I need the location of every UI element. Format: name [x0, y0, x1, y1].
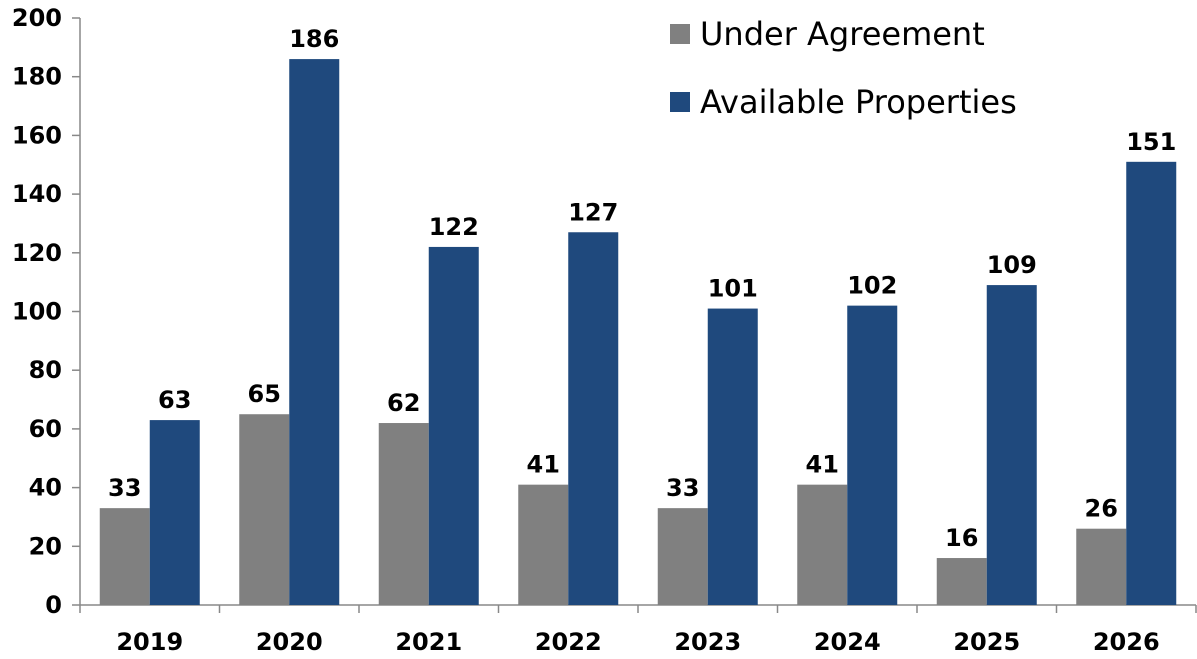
data-label: 109	[987, 251, 1037, 279]
data-label: 127	[568, 198, 618, 226]
data-label: 102	[847, 272, 897, 300]
data-label: 62	[387, 389, 420, 417]
data-label: 151	[1126, 128, 1176, 156]
bar-under-agreement	[378, 423, 429, 605]
data-label: 26	[1085, 495, 1118, 523]
y-tick-label: 0	[45, 591, 62, 619]
bar-available-properties	[1126, 161, 1177, 605]
axes: 0 20 40 60 80 100 120 140 160 180 200 2019 2020 2021 2…	[12, 4, 1197, 656]
data-label: 63	[158, 386, 191, 414]
data-label: 65	[248, 380, 281, 408]
bar-under-agreement	[657, 508, 708, 605]
bar-available-properties	[428, 246, 479, 605]
data-label: 41	[527, 451, 560, 479]
y-tick-label: 60	[29, 415, 62, 443]
y-tick-label: 40	[29, 474, 62, 502]
x-tick-label: 2020	[256, 628, 323, 656]
y-tick-label: 200	[12, 4, 62, 32]
data-label: 101	[708, 275, 758, 303]
bar-available-properties	[847, 305, 898, 605]
y-tick-label: 140	[12, 180, 62, 208]
bar-available-properties	[289, 59, 340, 605]
bar-under-agreement	[936, 558, 987, 605]
data-label: 33	[666, 474, 699, 502]
data-label: 122	[429, 213, 479, 241]
legend-swatch	[670, 24, 690, 44]
y-tick-label: 160	[12, 121, 62, 149]
bar-available-properties	[149, 420, 200, 605]
y-tick-label: 80	[29, 356, 62, 384]
data-label: 186	[289, 25, 339, 53]
x-tick-label: 2019	[116, 628, 183, 656]
bar-under-agreement	[518, 484, 569, 605]
bar-under-agreement	[239, 414, 290, 605]
x-tick-label: 2024	[814, 628, 881, 656]
data-label: 41	[806, 451, 839, 479]
bar-available-properties	[707, 308, 758, 605]
bar-available-properties	[986, 285, 1037, 605]
x-tick-label: 2026	[1093, 628, 1160, 656]
y-tick-label: 20	[29, 532, 62, 560]
data-label: 16	[945, 524, 978, 552]
x-tick-label: 2023	[674, 628, 741, 656]
legend: Under Agreement Available Properties	[670, 15, 1017, 121]
x-tick-label: 2022	[535, 628, 602, 656]
x-tick-label: 2021	[395, 628, 462, 656]
data-label: 33	[108, 474, 141, 502]
legend-label: Under Agreement	[700, 15, 985, 53]
x-tick-label: 2025	[953, 628, 1020, 656]
y-tick-label: 180	[12, 63, 62, 91]
y-tick-label: 100	[12, 298, 62, 326]
bar-under-agreement	[797, 484, 848, 605]
bar-under-agreement	[99, 508, 150, 605]
legend-label: Available Properties	[700, 83, 1017, 121]
bars	[99, 59, 1177, 605]
legend-swatch	[670, 92, 690, 112]
bar-under-agreement	[1076, 528, 1127, 605]
data-labels: 33 65 62 41 33 41 16 26 63 186 122 127 101 102 109 151	[108, 25, 1176, 552]
y-tick-label: 120	[12, 239, 62, 267]
bar-available-properties	[568, 232, 619, 605]
